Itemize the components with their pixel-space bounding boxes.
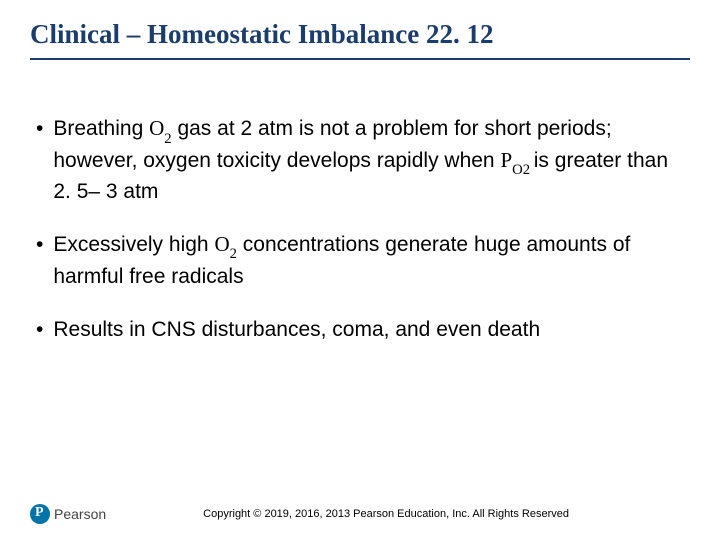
po2-p: P: [500, 148, 512, 172]
bullet-text: Excessively high O2 concentrations gener…: [53, 231, 690, 290]
page-title: Clinical – Homeostatic Imbalance 22. 12: [30, 18, 690, 50]
bullet-text: Results in CNS disturbances, coma, and e…: [53, 316, 540, 343]
list-item: • Excessively high O2 concentrations gen…: [36, 231, 690, 290]
o2-symbol: O2: [149, 116, 172, 140]
bullet-marker: •: [36, 231, 43, 290]
o2-sub: 2: [230, 246, 237, 262]
copyright-text: Copyright © 2019, 2016, 2013 Pearson Edu…: [82, 508, 690, 520]
o2-o: O: [149, 116, 164, 140]
po2-o: O: [512, 162, 523, 178]
text-fragment: Breathing: [53, 117, 149, 140]
bullet-marker: •: [36, 316, 43, 343]
bullet-text: Breathing O2 gas at 2 atm is not a probl…: [53, 115, 690, 205]
slide: Clinical – Homeostatic Imbalance 22. 12 …: [0, 0, 720, 540]
po2-sub: 2: [523, 162, 534, 178]
pearson-logo-icon: [30, 504, 50, 524]
o2-sub: 2: [164, 131, 171, 147]
o2-symbol: O2: [214, 232, 237, 256]
footer: Pearson Copyright © 2019, 2016, 2013 Pea…: [0, 504, 720, 524]
content-area: • Breathing O2 gas at 2 atm is not a pro…: [30, 115, 690, 343]
list-item: • Breathing O2 gas at 2 atm is not a pro…: [36, 115, 690, 205]
o2-o: O: [214, 232, 229, 256]
title-underline: [30, 58, 690, 60]
bullet-marker: •: [36, 115, 43, 205]
text-fragment: Excessively high: [53, 233, 214, 256]
po2-symbol: PO2: [500, 148, 533, 172]
list-item: • Results in CNS disturbances, coma, and…: [36, 316, 690, 343]
